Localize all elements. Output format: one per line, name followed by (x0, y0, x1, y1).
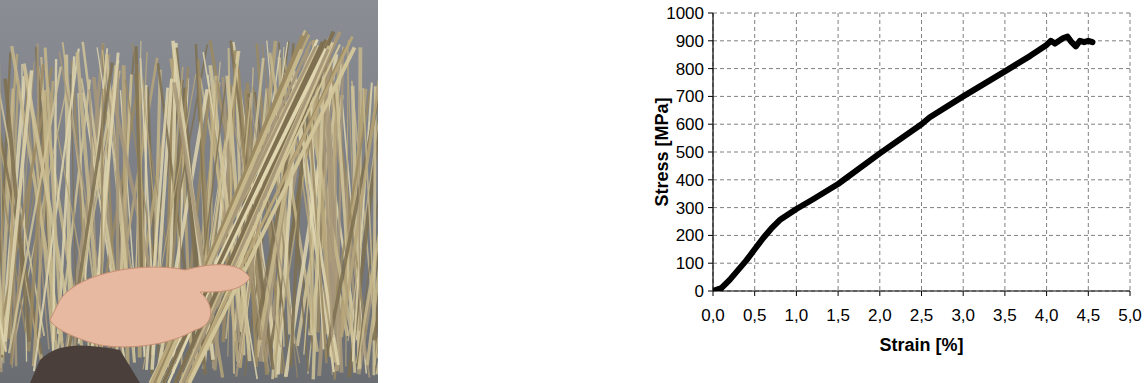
plot-data (713, 37, 1092, 291)
tick-mark (708, 13, 713, 14)
grid-line (713, 207, 1130, 208)
fiber (45, 48, 62, 341)
fiber (353, 83, 372, 362)
tick-label: 3,5 (993, 306, 1017, 325)
tick-label: 1,0 (785, 306, 809, 325)
tick-mark (1088, 291, 1089, 296)
page: 0 100 200 300 400 500 600 700 800 900 1000 0,0 0,5 1,… (0, 0, 1145, 383)
photo (0, 0, 378, 383)
tick-mark (1004, 291, 1005, 296)
tick-label: 0 (695, 282, 704, 301)
tick-mark (708, 40, 713, 41)
tick-label: 3,0 (951, 306, 975, 325)
tick-mark (921, 291, 922, 296)
fiber (341, 70, 378, 337)
tick-label: 900 (676, 32, 704, 51)
fiber (374, 89, 378, 340)
sleeve (30, 346, 140, 383)
x-axis (713, 290, 1130, 291)
fiber (0, 75, 6, 351)
grid-line (1088, 13, 1089, 291)
fiber (346, 40, 348, 366)
grid-line (796, 13, 797, 291)
tick-label: 300 (676, 199, 704, 218)
tick-mark (708, 291, 713, 292)
grid-line (1046, 13, 1047, 291)
tick-label: 100 (676, 254, 704, 273)
tick-label: 0,5 (743, 306, 767, 325)
tick-label: 700 (676, 87, 704, 106)
tick-mark (708, 96, 713, 97)
tick-label: 4,0 (1035, 306, 1059, 325)
grid-line (713, 152, 1130, 153)
tick-mark (708, 152, 713, 153)
fiber (323, 99, 333, 338)
fiber-bundle (175, 32, 340, 383)
tick-label: 500 (676, 143, 704, 162)
tick-labels: 0 100 200 300 400 500 600 700 800 900 1000 0,0 0,5 1,… (666, 4, 1142, 325)
tick-mark (1130, 291, 1131, 296)
grid-line (1004, 13, 1005, 291)
fiber (0, 61, 2, 354)
y-axis-title: Stress [MPa] (652, 97, 672, 206)
tick-mark (713, 291, 714, 296)
tick-label: 400 (676, 171, 704, 190)
grid-line (1130, 13, 1131, 291)
tick-mark (708, 207, 713, 208)
grid (713, 13, 1130, 291)
tick-label: 200 (676, 226, 704, 245)
tick-mark (879, 291, 880, 296)
fiber-bundle (186, 36, 353, 383)
tick-mark (796, 291, 797, 296)
hand (50, 265, 250, 347)
tick-label: 4,5 (1076, 306, 1100, 325)
axes (708, 13, 1130, 296)
grid-line (713, 179, 1130, 180)
grid-line (713, 68, 1130, 69)
grid-line (921, 13, 922, 291)
grid-line (713, 13, 714, 291)
tick-mark (963, 291, 964, 296)
grid-line (713, 235, 1130, 236)
tick-mark (754, 291, 755, 296)
tick-label: 0,0 (701, 306, 725, 325)
y-axis (712, 13, 713, 291)
tick-mark (708, 263, 713, 264)
fiber-bundle (189, 47, 354, 383)
grid-line (713, 263, 1130, 264)
grid-line (838, 13, 839, 291)
tick-mark (1046, 291, 1047, 296)
tick-mark (708, 68, 713, 69)
tick-label: 600 (676, 115, 704, 134)
tick-label: 2,0 (868, 306, 892, 325)
fiber-bundle (181, 46, 329, 383)
fiber (359, 92, 361, 332)
tick-label: 1000 (666, 4, 704, 23)
tick-label: 5,0 (1118, 306, 1142, 325)
fiber-bundle (182, 49, 328, 383)
grid-line (713, 291, 1130, 292)
tick-mark (708, 235, 713, 236)
tick-mark (708, 124, 713, 125)
x-axis-title: Strain [%] (879, 335, 963, 355)
grid-line (963, 13, 964, 291)
tick-label: 1,5 (826, 306, 850, 325)
tick-mark (708, 179, 713, 180)
tick-label: 2,5 (910, 306, 934, 325)
photo-background (0, 0, 378, 383)
grid-line (713, 96, 1130, 97)
data-line (713, 37, 1092, 291)
tick-mark (838, 291, 839, 296)
tick-label: 800 (676, 60, 704, 79)
